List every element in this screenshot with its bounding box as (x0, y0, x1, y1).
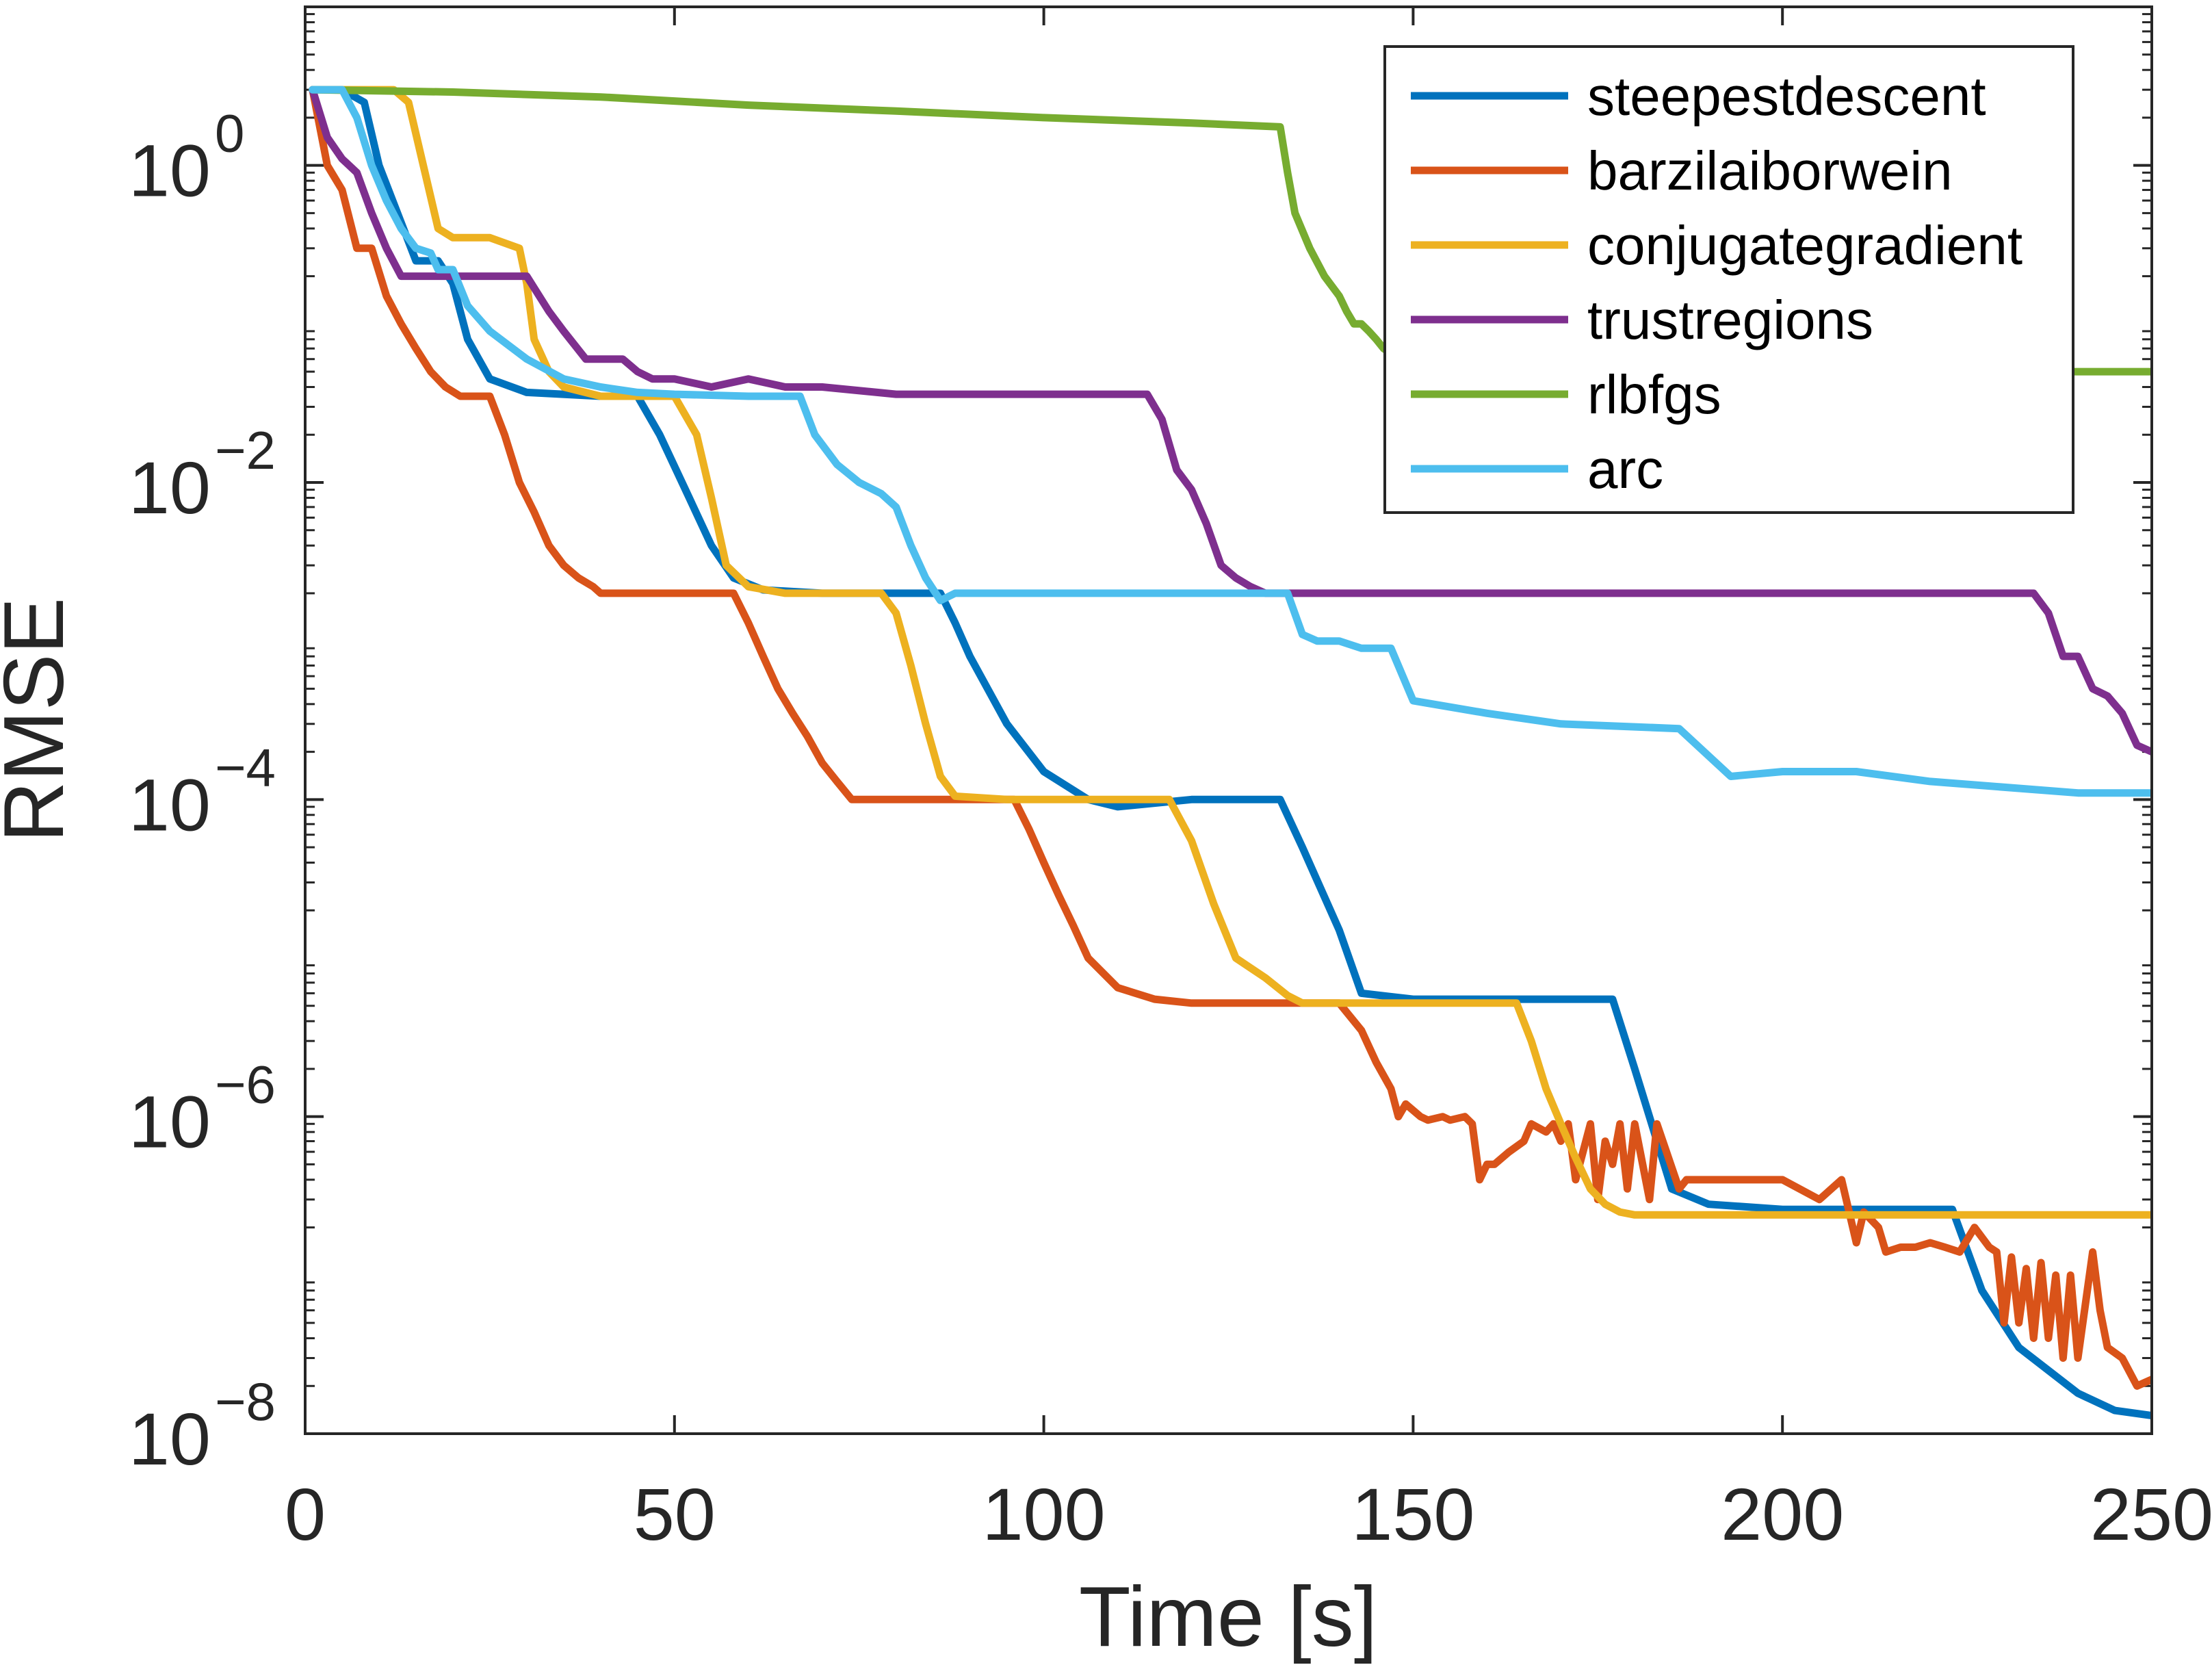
legend-item-steepestdescent: steepestdescent (1411, 66, 1986, 127)
x-tick-label: 100 (982, 1473, 1105, 1556)
y-tick-base: 10 (129, 129, 211, 212)
y-tick-base: 10 (129, 763, 211, 846)
series-lines (309, 86, 2152, 1420)
legend-label: conjugategradient (1587, 215, 2022, 276)
legend-item-conjugategradient: conjugategradient (1411, 215, 2022, 276)
y-tick-base: 10 (129, 446, 211, 529)
x-tick-label: 150 (1351, 1473, 1474, 1556)
legend-box (1383, 45, 2074, 514)
y-axis-label: RMSE (0, 597, 81, 842)
y-tick-label: 10 −6 (129, 1055, 276, 1163)
y-tick-exponent: −8 (215, 1371, 276, 1432)
y-tick-exponent: −4 (215, 737, 276, 797)
legend-label: rlbfgs (1587, 364, 1721, 425)
series-line-conjugategradient (316, 86, 2152, 1219)
legend-label: trustregions (1587, 289, 1873, 350)
y-tick-label: 10 −2 (129, 420, 276, 529)
x-tick-label: 250 (2090, 1473, 2212, 1556)
y-tick-base: 10 (129, 1081, 211, 1163)
x-tick-label: 0 (285, 1473, 326, 1556)
plot-frame (304, 5, 2153, 1435)
legend-item-barzilaiborwein: barzilaiborwein (1411, 140, 1953, 201)
y-tick-exponent: 0 (215, 103, 244, 164)
legend-item-trustregions: trustregions (1411, 289, 1873, 350)
legend-item-arc: arc (1411, 439, 1663, 500)
legend-item-rlbfgs: rlbfgs (1411, 364, 1721, 425)
y-tick-label: 10 −8 (129, 1371, 276, 1480)
series-line-arc (309, 86, 2152, 797)
series-line-steepestdescent (309, 86, 2152, 1420)
y-tick-label: 10 0 (129, 103, 245, 212)
legend-label: barzilaiborwein (1587, 140, 1953, 201)
y-tick-exponent: −6 (215, 1055, 276, 1115)
x-tick-label: 50 (634, 1473, 716, 1556)
legend-label: arc (1587, 439, 1663, 500)
x-axis-label: Time [s] (1079, 1570, 1377, 1664)
legend-label: steepestdescent (1587, 66, 1986, 127)
axis-ticks (304, 7, 2153, 1435)
y-tick-exponent: −2 (215, 420, 276, 480)
series-line-barzilaiborwein (309, 86, 2152, 1390)
x-tick-label: 200 (1721, 1473, 1844, 1556)
y-tick-label: 10 −4 (129, 737, 276, 846)
y-tick-base: 10 (129, 1397, 211, 1480)
legend: steepestdescent barzilaiborwein conjugateg… (1383, 45, 2074, 514)
